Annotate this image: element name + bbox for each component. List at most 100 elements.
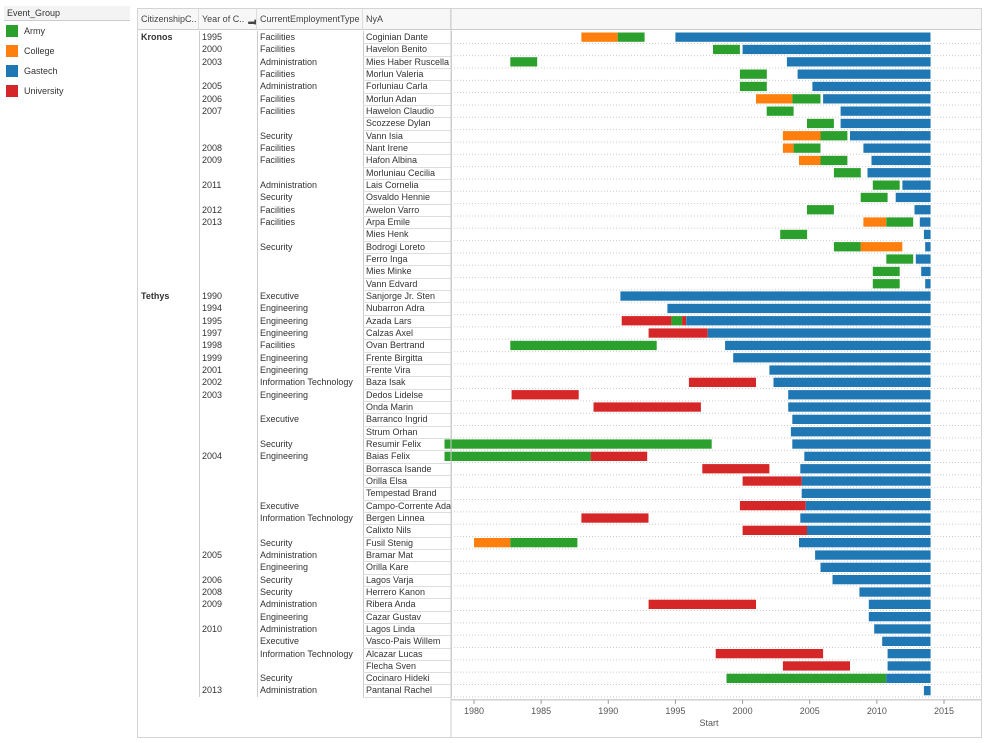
bar-university[interactable] [511,390,579,400]
bar-gastech[interactable] [788,390,931,400]
bar-gastech[interactable] [867,168,931,178]
bar-college[interactable] [756,94,793,104]
bar-university[interactable] [682,316,687,326]
bar-gastech[interactable] [840,106,931,116]
bar-army[interactable] [833,242,861,252]
bar-university[interactable] [742,525,808,535]
bar-university[interactable] [590,451,648,461]
bar-college[interactable] [863,217,887,227]
bar-gastech[interactable] [886,673,931,683]
legend-item-army[interactable]: Army [4,21,130,41]
bar-gastech[interactable] [887,649,931,659]
bar-gastech[interactable] [840,118,931,129]
bar-army[interactable] [739,81,767,92]
header-year[interactable]: Year of C.. ▂▄ [199,9,257,30]
bar-army[interactable] [820,155,848,166]
bar-gastech[interactable] [832,575,931,585]
bar-college[interactable] [782,131,821,141]
bar-army[interactable] [510,57,538,67]
bar-gastech[interactable] [923,686,931,696]
bar-army[interactable] [886,217,914,227]
bar-gastech[interactable] [799,538,931,548]
bar-college[interactable] [860,242,903,252]
bar-gastech[interactable] [786,57,931,67]
bar-gastech[interactable] [921,266,931,277]
bar-army[interactable] [807,118,834,129]
bar-army[interactable] [510,538,578,548]
bar-army[interactable] [860,192,888,203]
bar-gastech[interactable] [823,94,931,104]
legend-item-gastech[interactable]: Gastech [4,61,130,81]
header-citizenship[interactable]: CitizenshipC.. [138,9,199,30]
bar-gastech[interactable] [807,525,931,535]
bar-gastech[interactable] [895,192,931,203]
legend-item-college[interactable]: College [4,41,130,61]
bar-army[interactable] [444,439,712,449]
bar-gastech[interactable] [801,488,931,498]
bar-army[interactable] [872,266,900,277]
bar-college[interactable] [581,32,618,42]
bar-gastech[interactable] [773,377,931,387]
bar-gastech[interactable] [859,587,931,597]
bar-gastech[interactable] [871,155,931,166]
bar-army[interactable] [444,451,591,461]
bar-army[interactable] [872,279,900,289]
bar-gastech[interactable] [620,291,931,301]
bar-army[interactable] [833,168,861,178]
bar-college[interactable] [782,143,794,153]
legend-item-university[interactable]: University [4,81,130,101]
bar-gastech[interactable] [863,143,931,153]
bar-gastech[interactable] [850,131,931,141]
bar-university[interactable] [782,661,850,671]
bar-gastech[interactable] [804,451,931,461]
bar-gastech[interactable] [733,353,931,363]
bar-army[interactable] [617,32,645,42]
bar-gastech[interactable] [667,303,931,314]
sort-icon[interactable]: ▂▄ [248,14,256,24]
bar-university[interactable] [648,328,708,338]
bar-gastech[interactable] [790,427,931,437]
bar-gastech[interactable] [686,316,931,326]
bar-gastech[interactable] [797,69,931,79]
bar-army[interactable] [886,254,914,264]
bar-army[interactable] [671,316,683,326]
bar-gastech[interactable] [801,476,931,486]
bar-university[interactable] [648,599,756,609]
bar-gastech[interactable] [792,439,931,449]
bar-college[interactable] [474,538,511,548]
bar-army[interactable] [807,205,834,215]
bar-army[interactable] [739,69,767,79]
bar-gastech[interactable] [725,340,931,351]
bar-gastech[interactable] [815,550,931,560]
bar-university[interactable] [593,402,701,412]
bar-gastech[interactable] [887,661,931,671]
bar-gastech[interactable] [925,242,931,252]
bar-gastech[interactable] [868,599,931,609]
bar-gastech[interactable] [925,279,931,289]
bar-gastech[interactable] [800,513,931,523]
bar-college[interactable] [799,155,821,166]
bar-gastech[interactable] [805,501,931,511]
bar-gastech[interactable] [919,217,931,227]
bar-gastech[interactable] [792,414,931,424]
bar-gastech[interactable] [882,636,931,646]
bar-gastech[interactable] [675,32,931,42]
bar-gastech[interactable] [742,44,931,55]
bar-university[interactable] [715,649,824,659]
bar-university[interactable] [739,501,806,511]
bar-gastech[interactable] [788,402,931,412]
bar-army[interactable] [510,340,657,351]
bar-army[interactable] [792,94,821,104]
bar-gastech[interactable] [868,612,931,622]
bar-army[interactable] [793,143,821,153]
bar-gastech[interactable] [915,254,931,264]
bar-army[interactable] [766,106,794,116]
bar-university[interactable] [621,316,672,326]
bar-army[interactable] [872,180,900,190]
bar-gastech[interactable] [902,180,931,190]
bar-gastech[interactable] [923,229,931,240]
bar-gastech[interactable] [800,464,931,474]
bar-gastech[interactable] [707,328,931,338]
bar-army[interactable] [780,229,808,240]
header-employment[interactable]: CurrentEmploymentType [257,9,363,30]
